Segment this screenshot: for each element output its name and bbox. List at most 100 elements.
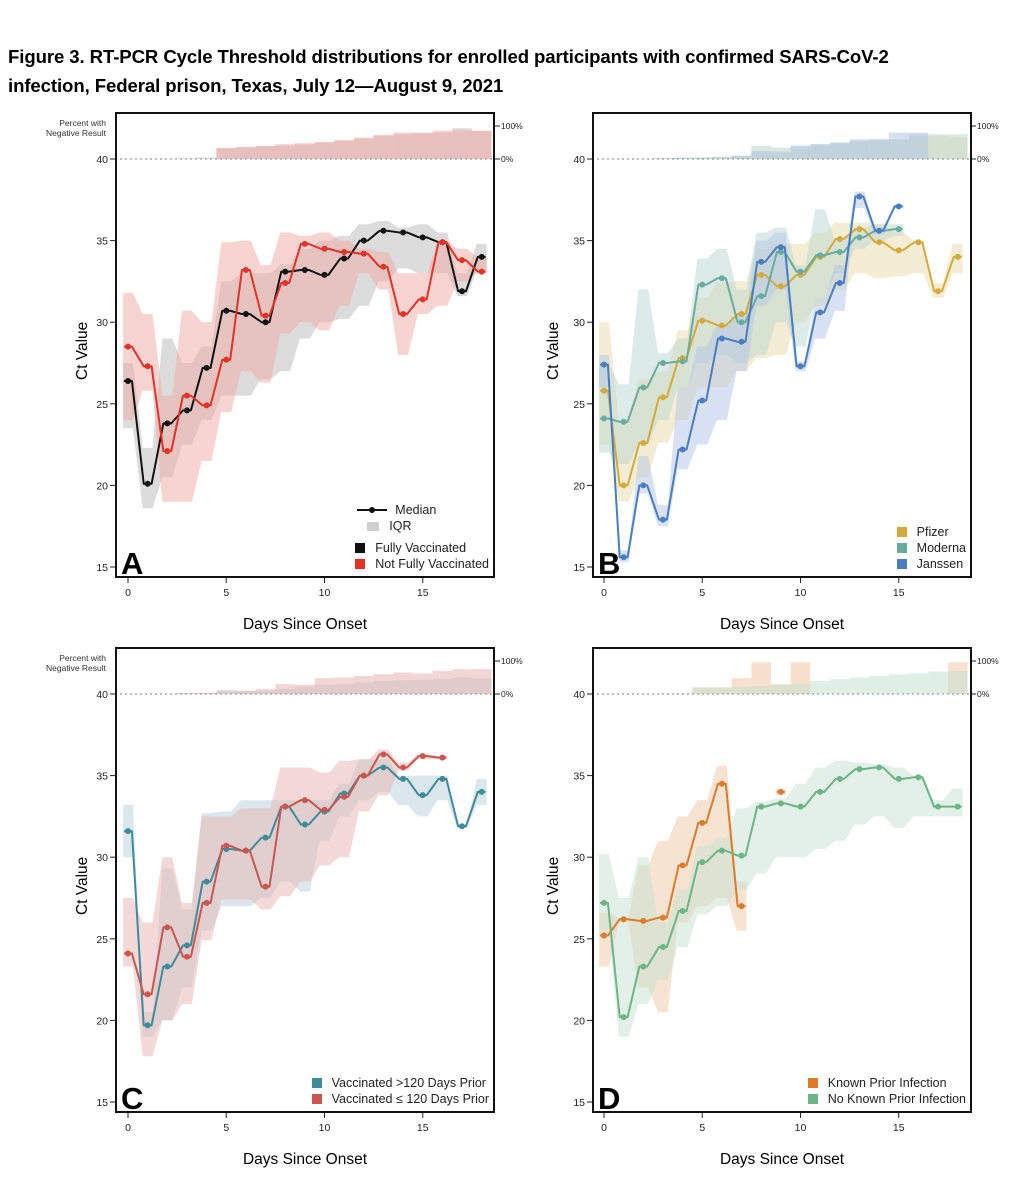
median-point: [341, 793, 348, 800]
negative-pct-bar: [412, 132, 433, 159]
median-point: [419, 792, 426, 799]
median-point: [183, 953, 190, 960]
median-point: [439, 239, 446, 246]
median-point: [758, 258, 765, 265]
negative-pct-bar: [393, 672, 413, 694]
median-point: [876, 239, 883, 246]
median-point: [282, 268, 289, 275]
swatch-icon: [311, 1078, 322, 1088]
negative-pct-bar: [236, 690, 256, 694]
iqr-swatch-icon: [367, 521, 380, 531]
swatch-icon: [807, 1078, 818, 1088]
negative-pct-bar: [810, 144, 830, 159]
y-tick-label: 15: [573, 562, 585, 574]
median-point: [699, 859, 706, 866]
median-point: [758, 271, 765, 278]
x-tick-label: 0: [601, 1122, 607, 1134]
median-point: [380, 751, 387, 758]
negative-pct-bar: [829, 142, 850, 159]
median-point: [144, 480, 151, 487]
median-point: [223, 842, 230, 849]
median-point: [478, 253, 485, 260]
percent-tick-label: 0%: [501, 689, 514, 699]
median-point: [164, 963, 171, 970]
median-point: [282, 280, 289, 287]
median-point: [836, 249, 843, 256]
median-point: [321, 245, 328, 252]
median-point: [242, 311, 249, 318]
median-point: [679, 446, 686, 453]
median-point: [738, 319, 745, 326]
median-point: [935, 288, 942, 295]
median-point: [777, 800, 784, 807]
y-tick-label: 20: [573, 1015, 585, 1027]
median-point: [797, 268, 804, 275]
x-tick-label: 0: [125, 587, 131, 599]
median-point: [895, 226, 902, 233]
y-tick-label: 30: [96, 852, 108, 864]
iqr-band: [123, 749, 448, 1057]
median-point: [895, 247, 902, 254]
y-tick-label: 35: [96, 236, 108, 248]
y-tick-label: 40: [573, 154, 585, 166]
legend-label: No Known Prior Infection: [827, 1092, 966, 1106]
panel-d: D Known Prior Infection No Known Prior I…: [592, 647, 972, 1116]
y-tick-label: 35: [96, 771, 108, 783]
median-point: [777, 788, 784, 795]
median-point: [659, 360, 666, 366]
negative-pct-bar: [295, 143, 315, 159]
negative-pct-bar: [731, 686, 752, 694]
x-tick-label: 0: [125, 1122, 131, 1134]
percent-tick-label: 100%: [501, 656, 523, 666]
median-point: [876, 764, 883, 771]
legend-label: Janssen: [916, 557, 964, 571]
median-point: [659, 943, 666, 950]
median-point: [620, 1014, 627, 1021]
median-point: [144, 991, 151, 998]
panel-c: C Vaccinated >120 Days Prior Vaccinated …: [115, 647, 495, 1116]
median-point: [301, 821, 308, 828]
negative-pct-bar: [353, 137, 374, 159]
median-point: [856, 226, 863, 233]
median-point: [400, 229, 407, 236]
median-point: [601, 932, 607, 939]
negative-pct-bar: [452, 130, 472, 159]
negative-pct-bar: [275, 684, 296, 694]
median-point: [478, 268, 485, 275]
x-axis-label: Days Since Onset: [719, 1151, 845, 1168]
x-axis-label: Days Since Onset: [719, 616, 845, 633]
median-point: [699, 819, 706, 826]
median-point: [777, 244, 784, 251]
median-point: [640, 384, 647, 391]
median-point: [419, 753, 426, 760]
median-point: [915, 774, 922, 781]
median-point: [895, 203, 902, 210]
median-point: [419, 234, 426, 241]
negative-pct-bar: [771, 684, 791, 694]
median-point: [223, 356, 230, 363]
y-tick-label: 20: [96, 1015, 108, 1027]
median-point: [380, 263, 387, 270]
median-point: [459, 823, 466, 830]
median-point: [164, 448, 171, 455]
negative-pct-bar: [295, 684, 315, 694]
median-point: [301, 240, 308, 247]
median-point: [699, 317, 706, 324]
median-point: [915, 239, 922, 246]
median-point: [262, 834, 269, 841]
median-point: [601, 361, 607, 368]
y-axis-label: Ct Value: [74, 856, 91, 915]
median-point: [620, 482, 627, 489]
negative-pct-bar: [751, 150, 772, 159]
negative-pct-bar: [334, 677, 354, 694]
median-point: [223, 307, 230, 314]
panel-a: A Median IQR Fully Vaccinated Not Fully …: [115, 112, 495, 581]
swatch-icon: [311, 1094, 322, 1104]
median-point: [718, 322, 725, 329]
negative-pct-bar: [829, 679, 850, 694]
median-point: [738, 311, 745, 318]
median-point: [203, 899, 210, 906]
median-point: [341, 249, 348, 256]
percent-tick-label: 100%: [977, 656, 999, 666]
